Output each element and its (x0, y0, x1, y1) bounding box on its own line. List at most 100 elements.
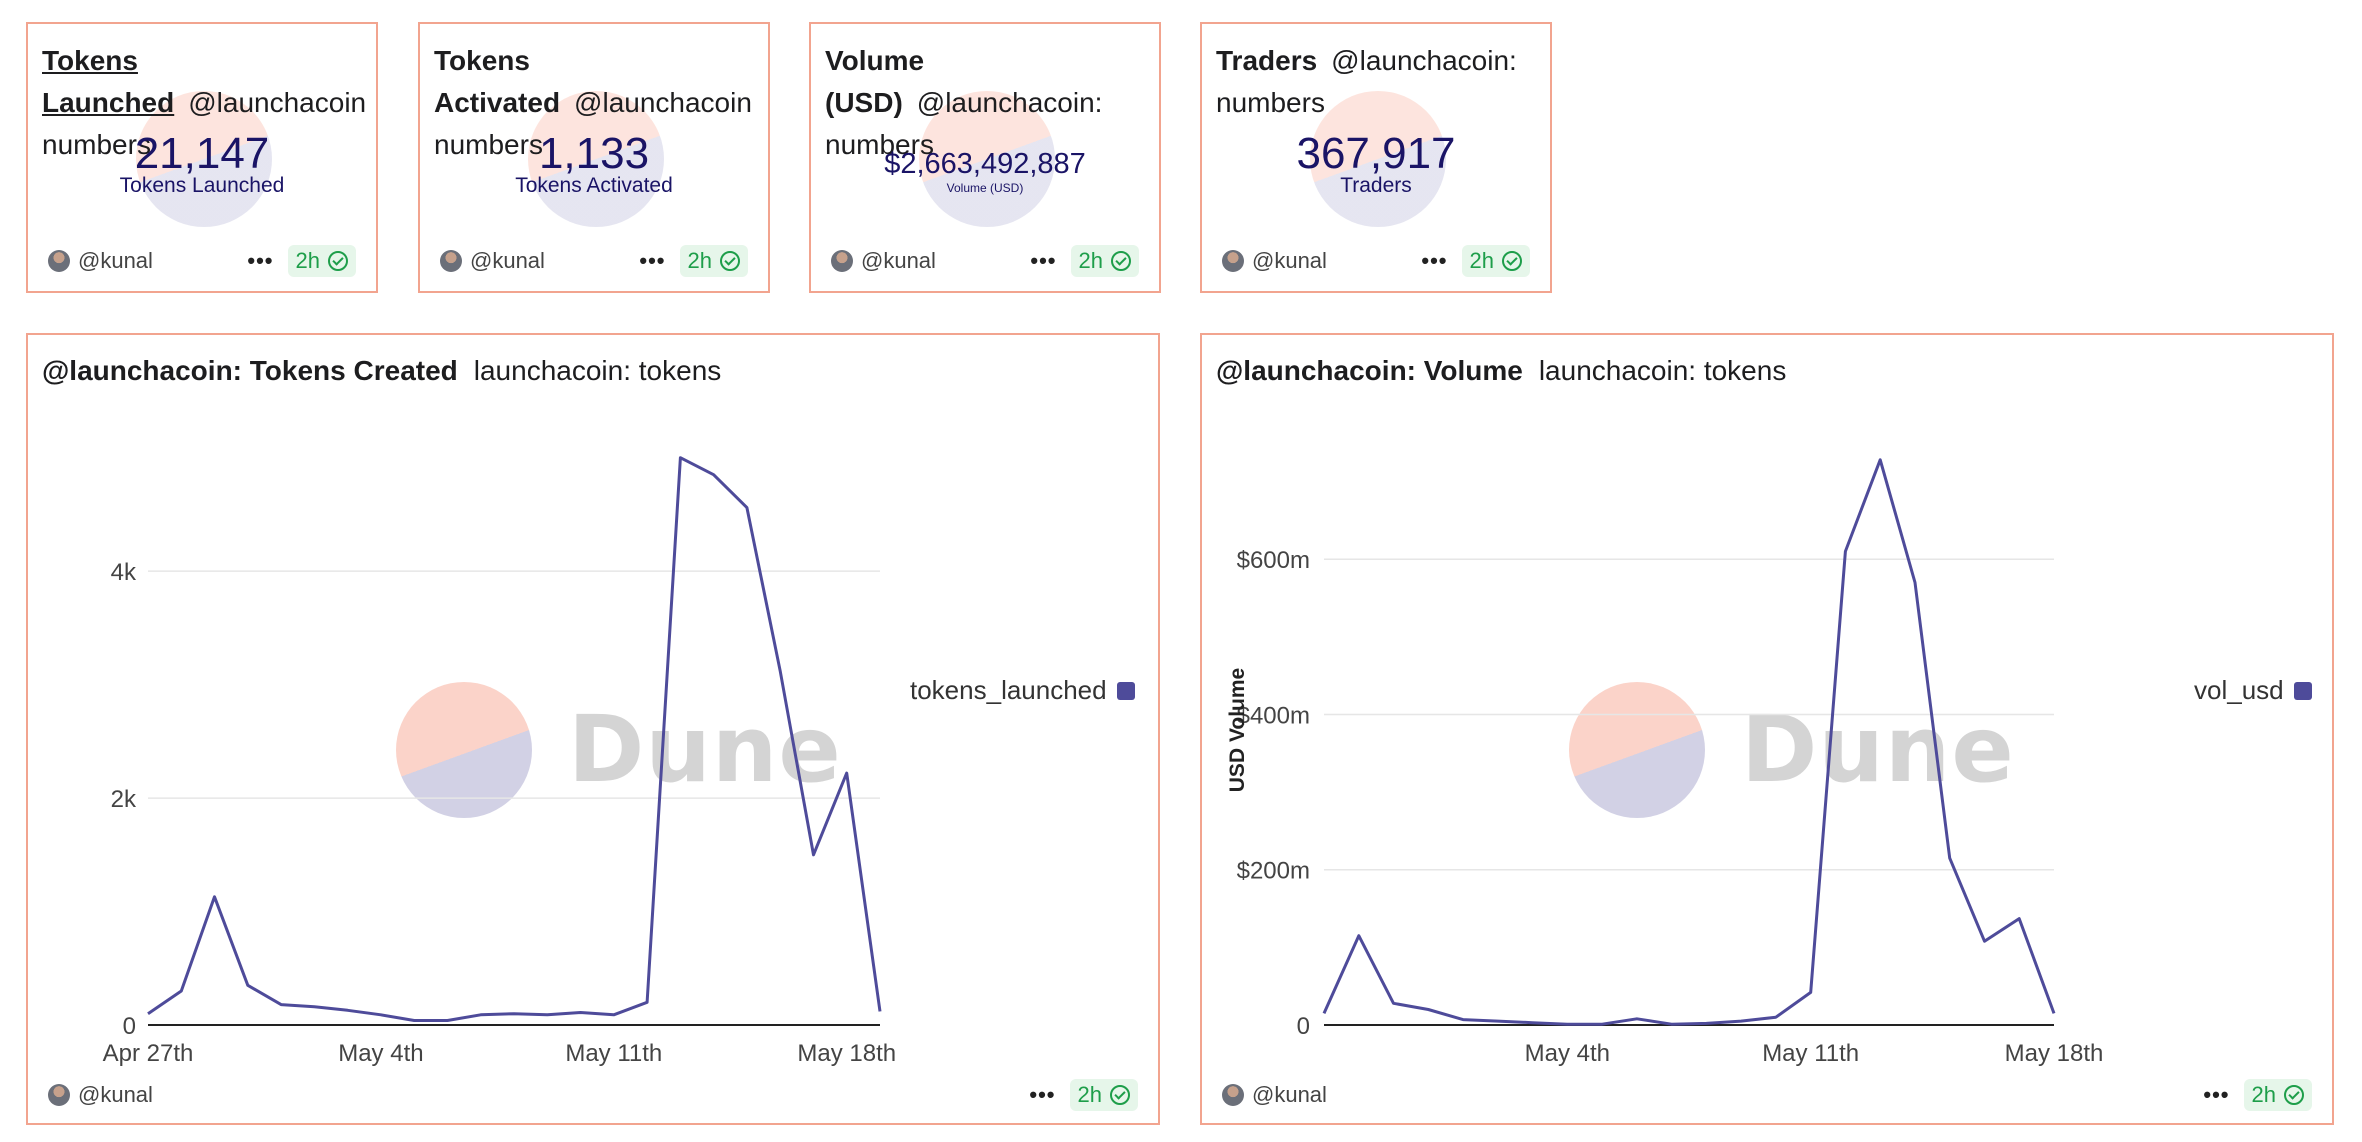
data-point[interactable] (179, 989, 183, 993)
data-point[interactable] (1322, 1011, 1326, 1015)
query-name[interactable]: @launchacoin: numbers (1216, 45, 1517, 118)
data-point[interactable] (545, 1013, 549, 1017)
card-footer: @kunal ••• 2h (440, 245, 748, 277)
refresh-badge[interactable]: 2h (1461, 245, 1530, 277)
data-point[interactable] (412, 1018, 416, 1022)
counter-title-label[interactable]: Tokens Activated (434, 45, 561, 118)
legend-label[interactable]: vol_usd (2194, 675, 2284, 705)
data-point[interactable] (778, 669, 782, 673)
data-point[interactable] (445, 1018, 449, 1022)
counter-title-label[interactable]: Volume (USD) (825, 45, 925, 118)
data-point[interactable] (146, 1012, 150, 1016)
line-chart-volume[interactable]: 0 $200m $400m $600m May 4th May 11th May 18th U… (1202, 335, 2332, 1123)
data-point[interactable] (1565, 1022, 1569, 1026)
chart-title-label[interactable]: @launchacoin: Tokens Created (42, 355, 458, 386)
author-link[interactable]: @kunal (1252, 248, 1327, 273)
data-point[interactable] (1461, 1018, 1465, 1022)
avatar[interactable] (48, 1084, 70, 1106)
data-point[interactable] (811, 853, 815, 857)
refresh-badge[interactable]: 2h (1070, 245, 1139, 277)
x-tick-label: Apr 27th (103, 1040, 194, 1067)
data-point[interactable] (279, 1003, 283, 1007)
data-point[interactable] (1600, 1022, 1604, 1026)
chart-title[interactable]: @launchacoin: Volume launchacoin: tokens (1216, 353, 1786, 389)
data-point[interactable] (1496, 1019, 1500, 1023)
author-link[interactable]: @kunal (861, 248, 936, 273)
data-point[interactable] (246, 983, 250, 987)
data-point[interactable] (878, 1009, 882, 1013)
more-menu-icon[interactable]: ••• (1421, 248, 1448, 273)
data-point[interactable] (1878, 458, 1882, 462)
data-point[interactable] (678, 456, 682, 460)
avatar[interactable] (831, 250, 853, 272)
more-menu-icon[interactable]: ••• (1029, 1082, 1056, 1107)
data-point[interactable] (1704, 1021, 1708, 1025)
data-point[interactable] (1982, 939, 1986, 943)
author-link[interactable]: @kunal (78, 1082, 153, 1107)
query-name[interactable]: @launchacoin: numbers (825, 87, 1103, 160)
more-menu-icon[interactable]: ••• (247, 248, 274, 273)
chart-title[interactable]: @launchacoin: Tokens Created launchacoin:… (42, 353, 721, 389)
data-point[interactable] (1426, 1007, 1430, 1011)
counter-title-label[interactable]: Tokens Launched (42, 45, 175, 118)
data-point[interactable] (312, 1005, 316, 1009)
author-link[interactable]: @kunal (470, 248, 545, 273)
series-line-tokens_launched[interactable] (147, 456, 882, 1022)
refresh-badge[interactable]: 2h (1069, 1079, 1138, 1111)
data-point[interactable] (1531, 1021, 1535, 1025)
data-point[interactable] (1670, 1022, 1674, 1026)
data-point[interactable] (379, 1013, 383, 1017)
query-name[interactable]: launchacoin: tokens (1538, 355, 1787, 386)
refresh-age: 2h (2251, 1082, 2276, 1107)
data-point[interactable] (1357, 934, 1361, 938)
chart-title-label[interactable]: @launchacoin: Volume (1216, 355, 1523, 386)
avatar[interactable] (1222, 1084, 1244, 1106)
avatar[interactable] (440, 250, 462, 272)
data-point[interactable] (1809, 990, 1813, 994)
refresh-badge[interactable]: 2h (2243, 1079, 2312, 1111)
counter-title[interactable]: Tokens Launched @launchacoin numbers (42, 40, 366, 166)
data-point[interactable] (512, 1012, 516, 1016)
data-point[interactable] (1635, 1017, 1639, 1021)
chart-legend[interactable]: vol_usd (2194, 675, 2312, 706)
query-name[interactable]: launchacoin: tokens (473, 355, 722, 386)
data-point[interactable] (1392, 1001, 1396, 1005)
query-name[interactable]: @launchacoin numbers (434, 87, 752, 160)
counter-title[interactable]: Tokens Activated @launchacoin numbers (434, 40, 758, 166)
x-tick-label: May 11th (565, 1040, 662, 1067)
legend-label[interactable]: tokens_launched (910, 675, 1107, 705)
more-menu-icon[interactable]: ••• (639, 248, 666, 273)
series-line-vol_usd[interactable] (1322, 458, 2056, 1026)
data-point[interactable] (745, 506, 749, 510)
author-link[interactable]: @kunal (1252, 1082, 1327, 1107)
data-point[interactable] (1843, 549, 1847, 553)
counter-title[interactable]: Traders @launchacoin: numbers (1216, 40, 1540, 124)
data-point[interactable] (1913, 581, 1917, 585)
data-point[interactable] (712, 473, 716, 477)
more-menu-icon[interactable]: ••• (2203, 1082, 2230, 1107)
data-point[interactable] (612, 1013, 616, 1017)
query-name[interactable]: @launchacoin numbers (42, 87, 367, 160)
data-point[interactable] (1739, 1019, 1743, 1023)
data-point[interactable] (645, 1000, 649, 1004)
data-point[interactable] (1948, 856, 1952, 860)
data-point[interactable] (346, 1008, 350, 1012)
refresh-badge[interactable]: 2h (287, 245, 356, 277)
data-point[interactable] (1774, 1015, 1778, 1019)
data-point[interactable] (845, 771, 849, 775)
data-point[interactable] (479, 1013, 483, 1017)
data-point[interactable] (2052, 1011, 2056, 1015)
line-chart-tokens[interactable]: 0 2k 4k Apr 27th May 4th May 11th May 18th (28, 335, 1158, 1123)
author-link[interactable]: @kunal (78, 248, 153, 273)
data-point[interactable] (213, 895, 217, 899)
legend-swatch (1116, 681, 1135, 700)
data-point[interactable] (579, 1011, 583, 1015)
avatar[interactable] (1222, 250, 1244, 272)
chart-legend[interactable]: tokens_launched (910, 675, 1135, 706)
data-point[interactable] (2017, 917, 2021, 921)
avatar[interactable] (48, 250, 70, 272)
refresh-badge[interactable]: 2h (679, 245, 748, 277)
counter-title-label[interactable]: Traders (1216, 45, 1318, 76)
more-menu-icon[interactable]: ••• (1030, 248, 1057, 273)
counter-title[interactable]: Volume (USD) @launchacoin: numbers (825, 40, 1149, 166)
